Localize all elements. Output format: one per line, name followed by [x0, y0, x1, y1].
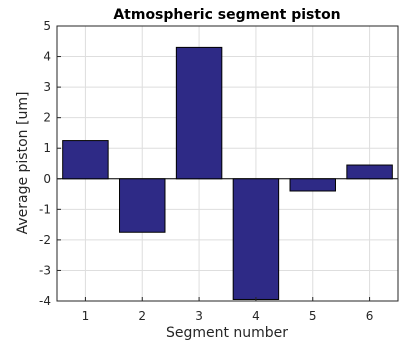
bar-segment-5: [289, 178, 336, 192]
bar-segment-2: [119, 178, 166, 233]
y-tick-label: -2: [39, 233, 51, 247]
y-tick-label: 1: [43, 141, 51, 155]
bar-segment-3: [175, 46, 223, 180]
x-tick-label: 6: [366, 309, 374, 323]
y-tick-label: 2: [43, 111, 51, 125]
y-tick-label: 5: [43, 19, 51, 33]
y-tick-label: 4: [43, 50, 51, 64]
x-ticks: 1 2 3 4 5 6: [82, 297, 374, 323]
plot-area: [57, 26, 398, 301]
bar-segment-6: [346, 164, 393, 180]
y-axis-label: Average piston [um]: [15, 92, 31, 235]
y-ticks: -4 -3 -2 -1 0 1 2 3 4 5: [39, 19, 61, 308]
y-tick-label: -3: [39, 263, 51, 277]
x-tick-label: 2: [138, 309, 146, 323]
bar-segment-4: [232, 178, 280, 300]
bars-group: [62, 46, 393, 300]
bar-segment-1: [62, 140, 109, 180]
x-tick-label: 3: [195, 309, 203, 323]
y-tick-label: -4: [39, 294, 51, 308]
y-tick-label: 3: [43, 80, 51, 94]
x-tick-label: 5: [309, 309, 317, 323]
x-axis-label: Segment number: [166, 325, 288, 341]
chart-title: Atmospheric segment piston: [113, 7, 340, 23]
x-tick-label: 1: [82, 309, 90, 323]
x-tick-label: 4: [252, 309, 260, 323]
y-tick-label: -1: [39, 202, 51, 216]
plot-frame: [56, 25, 399, 302]
y-tick-label: 0: [43, 172, 51, 186]
